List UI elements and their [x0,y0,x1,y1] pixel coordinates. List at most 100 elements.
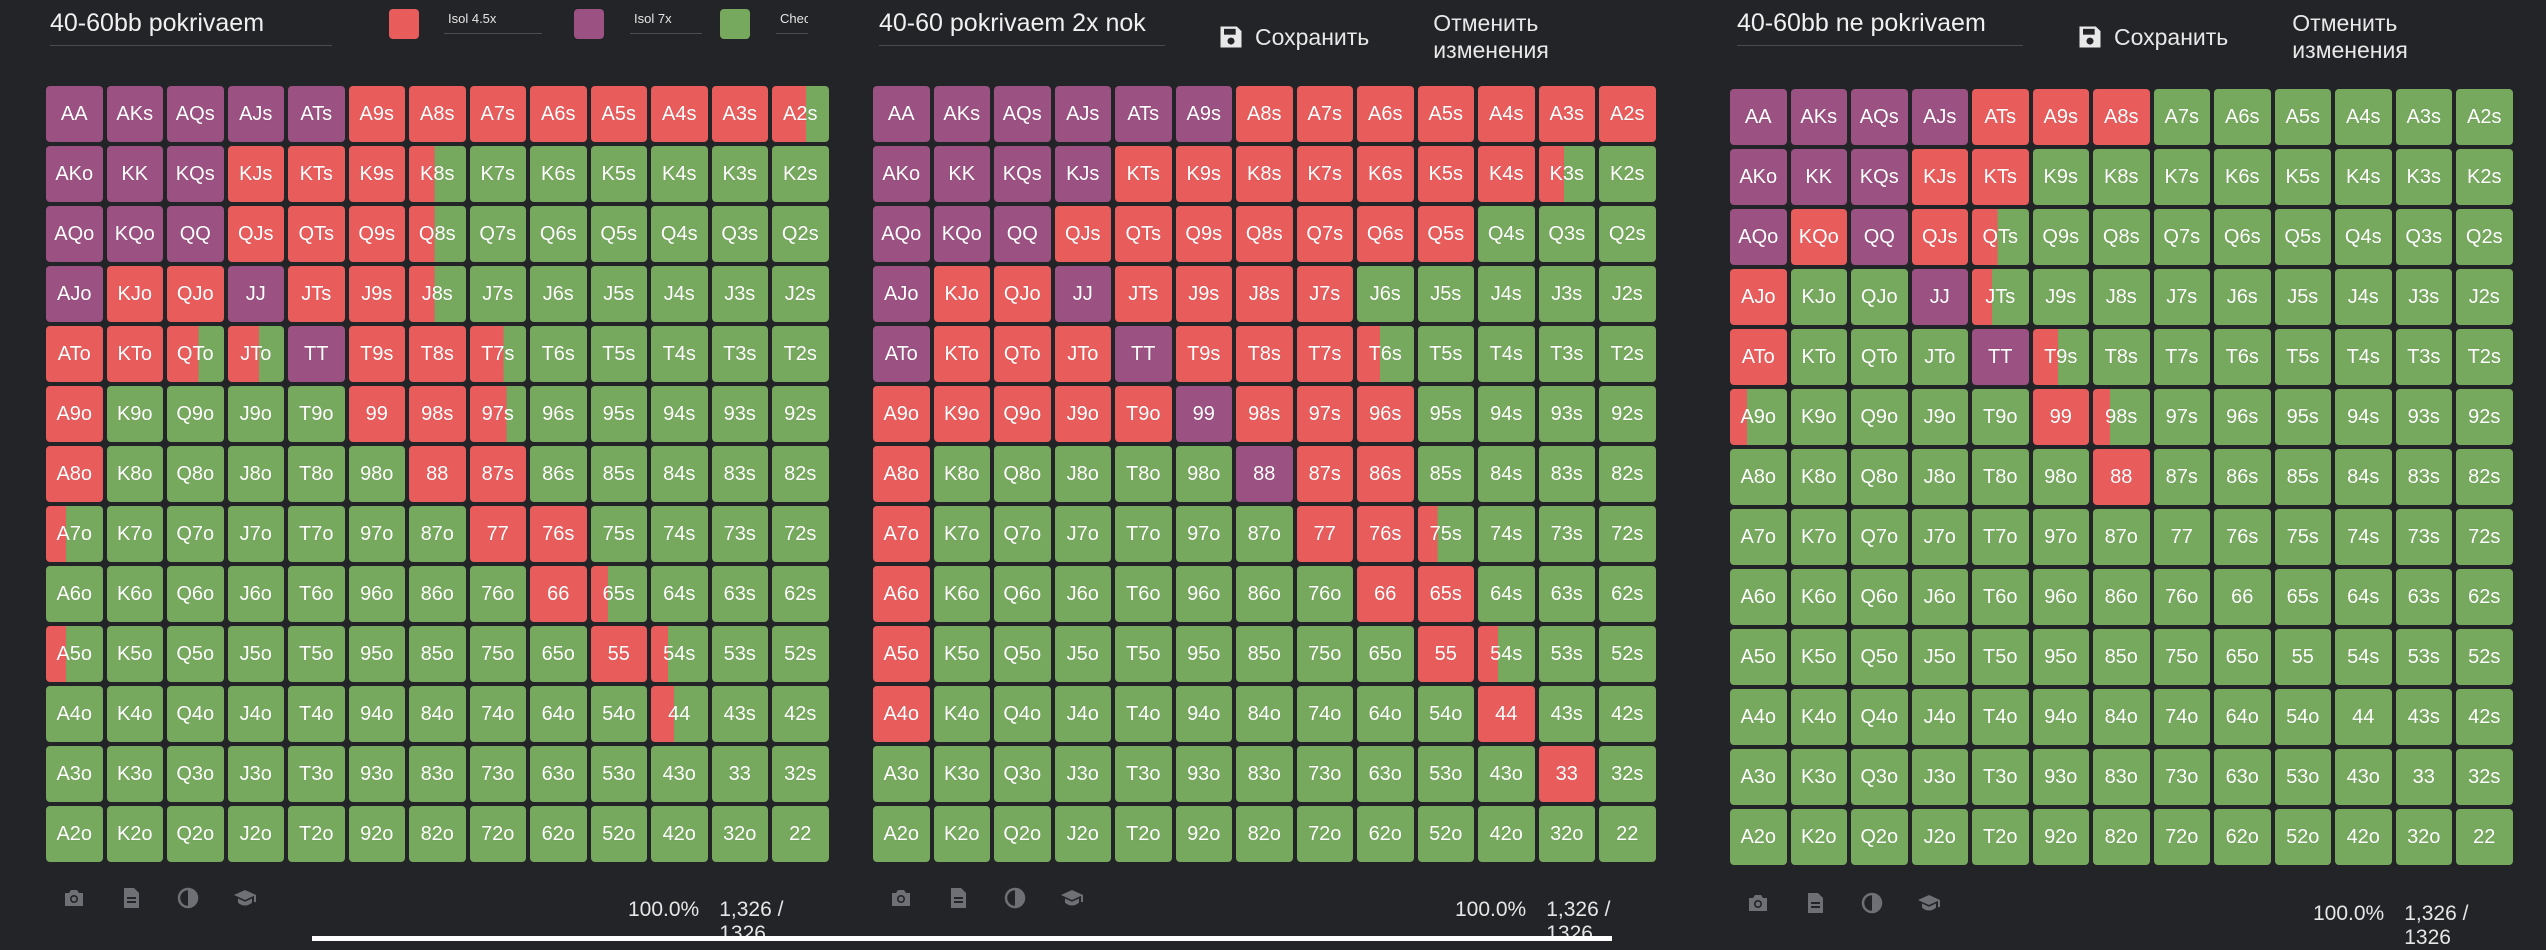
document-icon[interactable] [946,886,970,910]
hand-cell[interactable]: T4o [1972,689,2029,745]
hand-cell[interactable]: 94o [348,686,405,742]
hand-cell[interactable]: T2s [2456,329,2513,385]
hand-cell[interactable]: 84o [1236,686,1293,742]
hand-cell[interactable]: 32s [2456,749,2513,805]
hand-cell[interactable]: T6s [530,326,587,382]
hand-cell[interactable]: 76o [2153,569,2210,625]
hand-cell[interactable]: K9o [1790,389,1847,445]
hand-cell[interactable]: J3s [1538,266,1595,322]
hand-cell[interactable]: T4s [2335,329,2392,385]
hand-cell[interactable]: AKo [873,146,930,202]
hand-cell[interactable]: QQ [167,206,224,262]
hand-cell[interactable]: 65s [2274,569,2331,625]
hand-cell[interactable]: 65s [590,566,647,622]
hand-cell[interactable]: Q6o [994,566,1051,622]
hand-cell[interactable]: 83s [2395,449,2452,505]
hand-cell[interactable]: J5o [1911,629,1968,685]
hand-cell[interactable]: T3o [1115,746,1172,802]
hand-cell[interactable]: A6s [2214,89,2271,145]
hand-cell[interactable]: Q4s [651,206,708,262]
hand-cell[interactable]: ATo [46,326,103,382]
hand-cell[interactable]: AKo [46,146,103,202]
hand-cell[interactable]: T8s [409,326,466,382]
hand-cell[interactable]: 75o [1296,626,1353,682]
hand-cell[interactable]: AJs [1054,86,1111,142]
hand-cell[interactable]: A6s [1357,86,1414,142]
legend-swatch-isol45[interactable] [389,9,419,39]
hand-cell[interactable]: 73o [1296,746,1353,802]
hand-cell[interactable]: J2s [2456,269,2513,325]
hand-cell[interactable]: A9o [1730,389,1787,445]
document-icon[interactable] [1803,891,1827,915]
hand-cell[interactable]: QJs [1054,206,1111,262]
hand-cell[interactable]: QJs [227,206,284,262]
hand-cell[interactable]: K6s [530,146,587,202]
hand-cell[interactable]: QQ [994,206,1051,262]
hand-cell[interactable]: T7s [469,326,526,382]
hand-cell[interactable]: 72s [2456,509,2513,565]
hand-cell[interactable]: Q8s [1236,206,1293,262]
hand-cell[interactable]: J2o [1911,809,1968,865]
hand-cell[interactable]: 43s [2395,689,2452,745]
hand-cell[interactable]: 87o [409,506,466,562]
hand-cell[interactable]: 32o [1538,806,1595,862]
hand-cell[interactable]: 86o [2093,569,2150,625]
hand-cell[interactable]: 77 [469,506,526,562]
range-title-field[interactable]: 40-60bb ne pokrivaem [1737,2,2023,46]
hand-cell[interactable]: 62o [530,806,587,862]
hand-cell[interactable]: Q6o [167,566,224,622]
hand-cell[interactable]: A9s [2032,89,2089,145]
hand-cell[interactable]: T2o [1972,809,2029,865]
hand-cell[interactable]: 42s [1599,686,1656,742]
hand-cell[interactable]: AQo [1730,209,1787,265]
hand-cell[interactable]: T8o [288,446,345,502]
hand-cell[interactable]: KTs [1972,149,2029,205]
hand-cell[interactable]: A5s [2274,89,2331,145]
hand-cell[interactable]: J8o [227,446,284,502]
hand-cell[interactable]: A5s [1417,86,1474,142]
hand-cell[interactable]: 52o [1417,806,1474,862]
hand-cell[interactable]: J6s [2214,269,2271,325]
hand-cell[interactable]: 93s [711,386,768,442]
hand-cell[interactable]: A9o [46,386,103,442]
hand-cell[interactable]: 72o [1296,806,1353,862]
hand-cell[interactable]: 73s [1538,506,1595,562]
hand-cell[interactable]: 53o [2274,749,2331,805]
hand-cell[interactable]: A3s [1538,86,1595,142]
hand-cell[interactable]: AKs [933,86,990,142]
hand-cell[interactable]: 98s [409,386,466,442]
save-button[interactable]: Сохранить [1217,23,1369,51]
hand-cell[interactable]: QJo [994,266,1051,322]
hand-cell[interactable]: QQ [1851,209,1908,265]
hand-cell[interactable]: Q7s [469,206,526,262]
hand-cell[interactable]: Q3o [994,746,1051,802]
hand-cell[interactable]: 84o [2093,689,2150,745]
hand-cell[interactable]: 72o [469,806,526,862]
hand-cell[interactable]: J5s [1417,266,1474,322]
hand-cell[interactable]: A8s [1236,86,1293,142]
hand-cell[interactable]: 54s [651,626,708,682]
hand-cell[interactable]: KQo [933,206,990,262]
hand-cell[interactable]: 99 [2032,389,2089,445]
hand-cell[interactable]: 96o [348,566,405,622]
hand-cell[interactable]: J8s [409,266,466,322]
hand-cell[interactable]: Q8o [167,446,224,502]
hand-cell[interactable]: 87s [1296,446,1353,502]
hand-cell[interactable]: A2s [1599,86,1656,142]
hand-cell[interactable]: J8s [1236,266,1293,322]
hand-cell[interactable]: A7s [2153,89,2210,145]
hand-cell[interactable]: 62s [1599,566,1656,622]
hand-cell[interactable]: 62s [2456,569,2513,625]
hand-cell[interactable]: J4s [651,266,708,322]
legend-label-isol45[interactable]: Isol 4.5x [444,3,542,34]
hand-cell[interactable]: TT [1972,329,2029,385]
hand-cell[interactable]: 42o [651,806,708,862]
hand-cell[interactable]: 96o [2032,569,2089,625]
hand-cell[interactable]: 74s [2335,509,2392,565]
hand-cell[interactable]: 86s [1357,446,1414,502]
hand-cell[interactable]: 82s [2456,449,2513,505]
hand-cell[interactable]: J2o [227,806,284,862]
hand-cell[interactable]: AKo [1730,149,1787,205]
hand-cell[interactable]: 55 [1417,626,1474,682]
hand-cell[interactable]: 98s [1236,386,1293,442]
